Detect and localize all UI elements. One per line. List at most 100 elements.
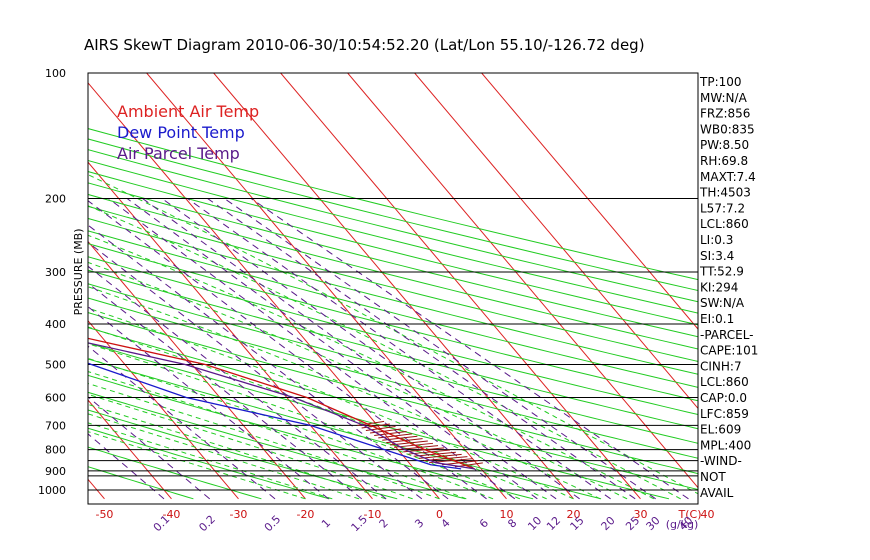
mixing-ratio-line [108,198,516,500]
dry-adiabat-line [88,283,698,444]
mixing-ratio-line [142,198,557,500]
index-entry: -PARCEL- [700,328,754,342]
cape-hatch-line [428,458,473,464]
index-entry: TT:52.9 [699,265,744,279]
index-entry: TP:100 [699,75,742,89]
index-entry: WB0:835 [700,122,755,136]
isotherm-line [146,73,507,500]
mixing-ratio-tick-label: 0.2 [196,513,218,535]
bottom-temp-tick-label: 20 [566,508,580,521]
bottom-temp-tick-label: -20 [296,508,314,521]
index-entry: MAXT:7.4 [700,170,756,184]
isotherm-line [0,73,37,499]
dry-adiabat-line [88,171,698,326]
sounding-curves [88,337,483,470]
bottom-temp-tick-label: -30 [229,508,247,521]
mixing-ratio-tick-label: 20 [599,514,618,533]
isotherm-line [88,399,172,500]
x-axis-label: T(C) [678,508,702,521]
mixing-ratio-tick-label: 12 [544,514,563,533]
mixing-ratio-line [88,282,363,500]
mixing-ratio-line [250,198,689,500]
mixing-ratio-tick-label: 2 [377,516,391,530]
pressure-tick-label: 1000 [38,484,66,497]
mixing-ratio-tick-label: 6 [477,516,491,530]
dry-adiabat-line [88,205,698,362]
dry-adiabat-line [88,243,698,402]
index-entry: EL:609 [700,423,741,437]
mixing-ratio-line [161,198,580,500]
moist-adiabat-line [88,174,698,495]
bottom-temp-tick-label: -50 [95,508,113,521]
index-entry: SW:N/A [700,296,745,310]
mixing-ratio-line [88,265,387,500]
dry-adiabat-line [88,128,698,281]
isotherm-line [414,73,698,410]
index-entry: RH:69.8 [700,154,748,168]
plot-frame [87,72,699,505]
legend-ambient-air-temp: Ambient Air Temp [117,102,259,121]
bottom-temp-tick-label: -10 [363,508,381,521]
index-entry: SI:3.4 [700,249,734,263]
dry-adiabat-line [88,358,602,500]
pressure-tick-label: 200 [45,193,66,206]
pressure-tick-label: 500 [45,358,66,371]
cape-hatch-line [408,449,451,455]
mixing-ratio-line [88,241,423,500]
index-entry: -WIND- [700,454,742,468]
bottom-temp-tick-label: -40 [162,508,180,521]
axes: 1002003004005006007008009001000PRESSURE … [38,67,714,535]
moist-adiabat-line [88,343,521,500]
cape-hatch-line [403,447,445,453]
dry-adiabat-line [88,269,698,430]
dry-adiabat-line [88,466,194,500]
dry-adiabat-line [88,297,698,459]
dry-adiabat-line [88,182,698,338]
dry-adiabat-line [88,374,534,500]
air-parcel-temp-curve [88,342,475,470]
index-entry: PW:8.50 [700,138,749,152]
dry-adiabat-line [88,342,670,500]
index-entry: CAP:0.0 [700,391,747,405]
pressure-tick-label: 800 [45,444,66,457]
dry-adiabat-line [88,446,262,500]
index-entry: LCL:860 [700,375,749,389]
mixing-ratio-line [88,396,211,500]
mixing-ratio-tick-label: 10 [525,514,544,533]
moist-adiabat-line [88,205,681,500]
pressure-tick-label: 400 [45,318,66,331]
legend-dew-point-temp: Dew Point Temp [117,123,245,142]
chart-title: AIRS SkewT Diagram 2010-06-30/10:54:52.2… [84,36,645,54]
dry-adiabat-line [88,138,698,292]
dew-point-temp-curve [88,362,462,470]
pressure-tick-label: 600 [45,391,66,404]
legend-air-parcel-temp: Air Parcel Temp [117,144,240,163]
bottom-temp-tick-label: 40 [700,508,714,521]
dry-adiabat-line [88,193,698,350]
index-entry: NOT [700,470,726,484]
index-entry: MW:N/A [700,91,748,105]
index-entry: L57:7.2 [700,201,745,215]
mixing-ratio-tick-label: 4 [439,516,453,530]
grid-lines [0,73,698,500]
cape-hatch-line [418,453,462,459]
bottom-temp-tick-label: 0 [436,508,443,521]
mixing-ratio-line [207,198,636,500]
moist-adiabat-line [88,307,574,500]
mixing-ratio-line [224,198,656,500]
index-entry: KI:294 [700,280,738,294]
mixing-ratio-tick-label: 3 [412,516,426,530]
pressure-tick-label: 100 [45,67,66,80]
dry-adiabat-line [88,256,698,416]
mixing-ratio-tick-label: 0.5 [262,513,284,535]
index-entry: FRZ:856 [700,107,750,121]
legend: Ambient Air Temp Dew Point Temp Air Parcel… [117,102,259,163]
ambient-air-temp-curve [88,337,475,470]
isotherm-line [347,73,698,489]
dry-adiabat-line [88,391,466,500]
index-entry: CAPE:101 [700,344,758,358]
dry-adiabat-line [88,230,698,388]
mixing-ratio-line [187,198,611,500]
